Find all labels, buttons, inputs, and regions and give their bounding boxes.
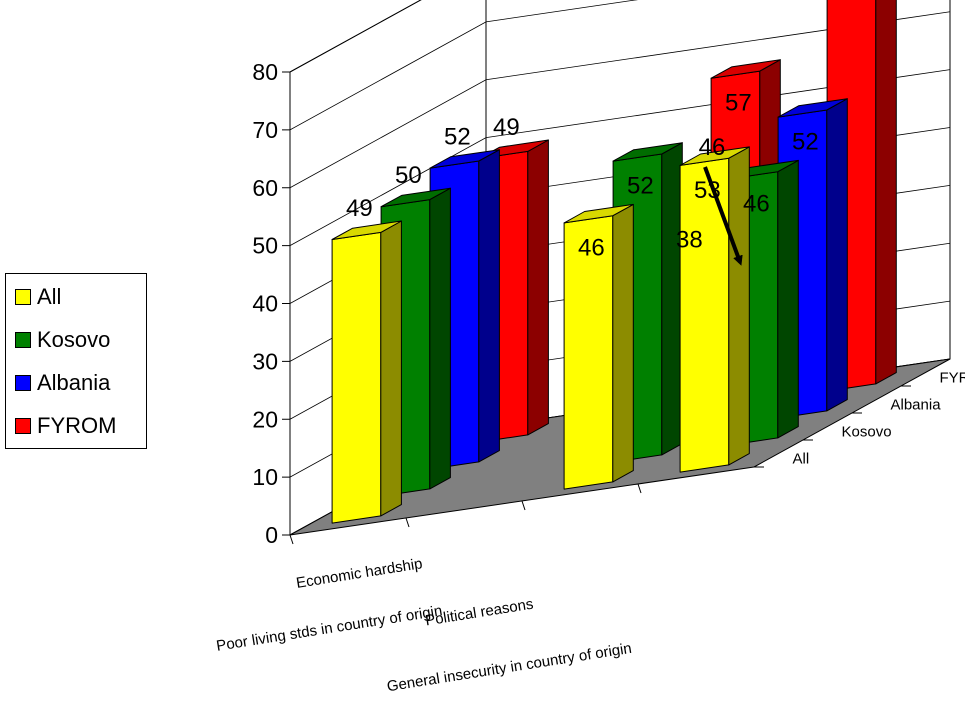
bar-top-face [612, 142, 683, 162]
y-tick-label: 30 [252, 348, 278, 374]
legend-item-albania: Albania [15, 366, 110, 400]
y-tick-label: 80 [252, 59, 278, 85]
value-label: 50 [395, 162, 422, 189]
legend-item-all: All [15, 280, 61, 314]
gridline [289, 0, 422, 73]
y-tick-label: 60 [252, 175, 278, 201]
bar-top-face [380, 187, 451, 208]
legend-item-kosovo: Kosovo [15, 323, 110, 357]
x-category-label: Economic hardship [295, 555, 424, 592]
value-label: 57 [725, 90, 752, 117]
value-label: 49 [493, 114, 520, 141]
chart-bars [331, 0, 897, 524]
gridline [289, 0, 639, 131]
value-label: 46 [578, 234, 605, 261]
value-label: 46 [743, 190, 770, 217]
value-label: 52 [792, 129, 819, 156]
x-tick [521, 500, 526, 511]
bar-side-face [661, 142, 683, 456]
y-tick-label: 0 [265, 522, 278, 548]
bar-side-face [429, 187, 451, 490]
chart-value-labels: 785749523852465250534649 [346, 90, 819, 262]
bar-top-face [710, 59, 781, 79]
x-tick [289, 534, 294, 545]
value-label: 52 [627, 173, 654, 200]
x-category-label: Political reasons [424, 596, 535, 630]
bar-side-face [826, 98, 848, 412]
bar-top-face [679, 146, 750, 166]
y-tick-label: 40 [252, 291, 278, 317]
gridline [289, 69, 951, 246]
bar-top-face [331, 220, 402, 240]
x-tick [405, 517, 410, 528]
legend-label-all: All [37, 284, 62, 309]
annotation-arrow [703, 166, 743, 266]
bar-all-2 [563, 203, 634, 490]
depth-label: Kosovo [842, 424, 892, 441]
bar-top-face [429, 149, 500, 169]
value-label: 38 [676, 227, 703, 254]
x-category-label: Poor living stds in country of origin [215, 602, 443, 655]
depth-label: FYROM [940, 370, 965, 387]
y-tick-label: 70 [252, 117, 278, 143]
bar-side-face [777, 159, 799, 439]
bar-top-face [563, 203, 634, 224]
y-tick-label: 50 [252, 233, 278, 259]
y-tick-label: 20 [252, 406, 278, 432]
gridline [289, 11, 951, 189]
value-label: 52 [444, 124, 471, 151]
x-category-label: General insecurity in country of origin [386, 640, 633, 696]
legend-swatch-kosovo [15, 332, 31, 348]
depth-label: All [793, 451, 810, 468]
legend-swatch-all [15, 289, 31, 305]
bar-side-face [380, 220, 402, 517]
value-label: 49 [346, 195, 373, 222]
bar-side-face [527, 139, 549, 436]
y-tick-label: 10 [252, 464, 278, 490]
bar-top-face [777, 98, 848, 118]
x-tick [637, 483, 642, 494]
bar-all-3 [679, 146, 750, 473]
bar-all-0 [331, 220, 402, 524]
legend-label-kosovo: Kosovo [37, 327, 111, 352]
legend-label-fyrom: FYROM [37, 413, 117, 438]
depth-label: Albania [891, 397, 942, 414]
legend-label-albania: Albania [37, 370, 111, 395]
legend-swatch-albania [15, 375, 31, 391]
legend-swatch-fyrom [15, 418, 31, 434]
legend-item-fyrom: FYROM [15, 409, 116, 443]
bar-side-face [875, 0, 897, 385]
chart-annotation: 46 [699, 134, 743, 266]
bar-side-face [612, 203, 634, 483]
annotation-text: 46 [699, 134, 726, 161]
chart-legend: All Kosovo Albania FYROM [5, 273, 147, 449]
bar-front-face [331, 231, 382, 524]
bar-front-face [679, 157, 730, 473]
bar-side-face [478, 149, 500, 463]
